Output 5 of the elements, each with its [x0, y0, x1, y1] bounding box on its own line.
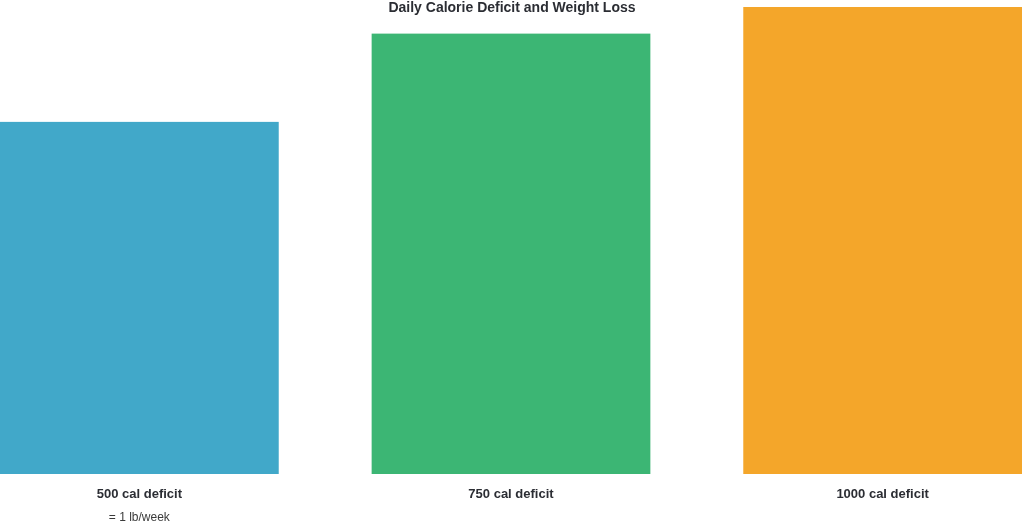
text: = 1 lb/week: [108, 510, 171, 524]
x-tick-label: 1000 cal deficit: [836, 486, 930, 501]
x-tick-label: 500 cal deficit: [96, 486, 183, 501]
chart-title: Daily Calorie Deficit and Weight Loss: [388, 0, 636, 15]
x-tick-label: 750 cal deficit: [468, 486, 555, 501]
